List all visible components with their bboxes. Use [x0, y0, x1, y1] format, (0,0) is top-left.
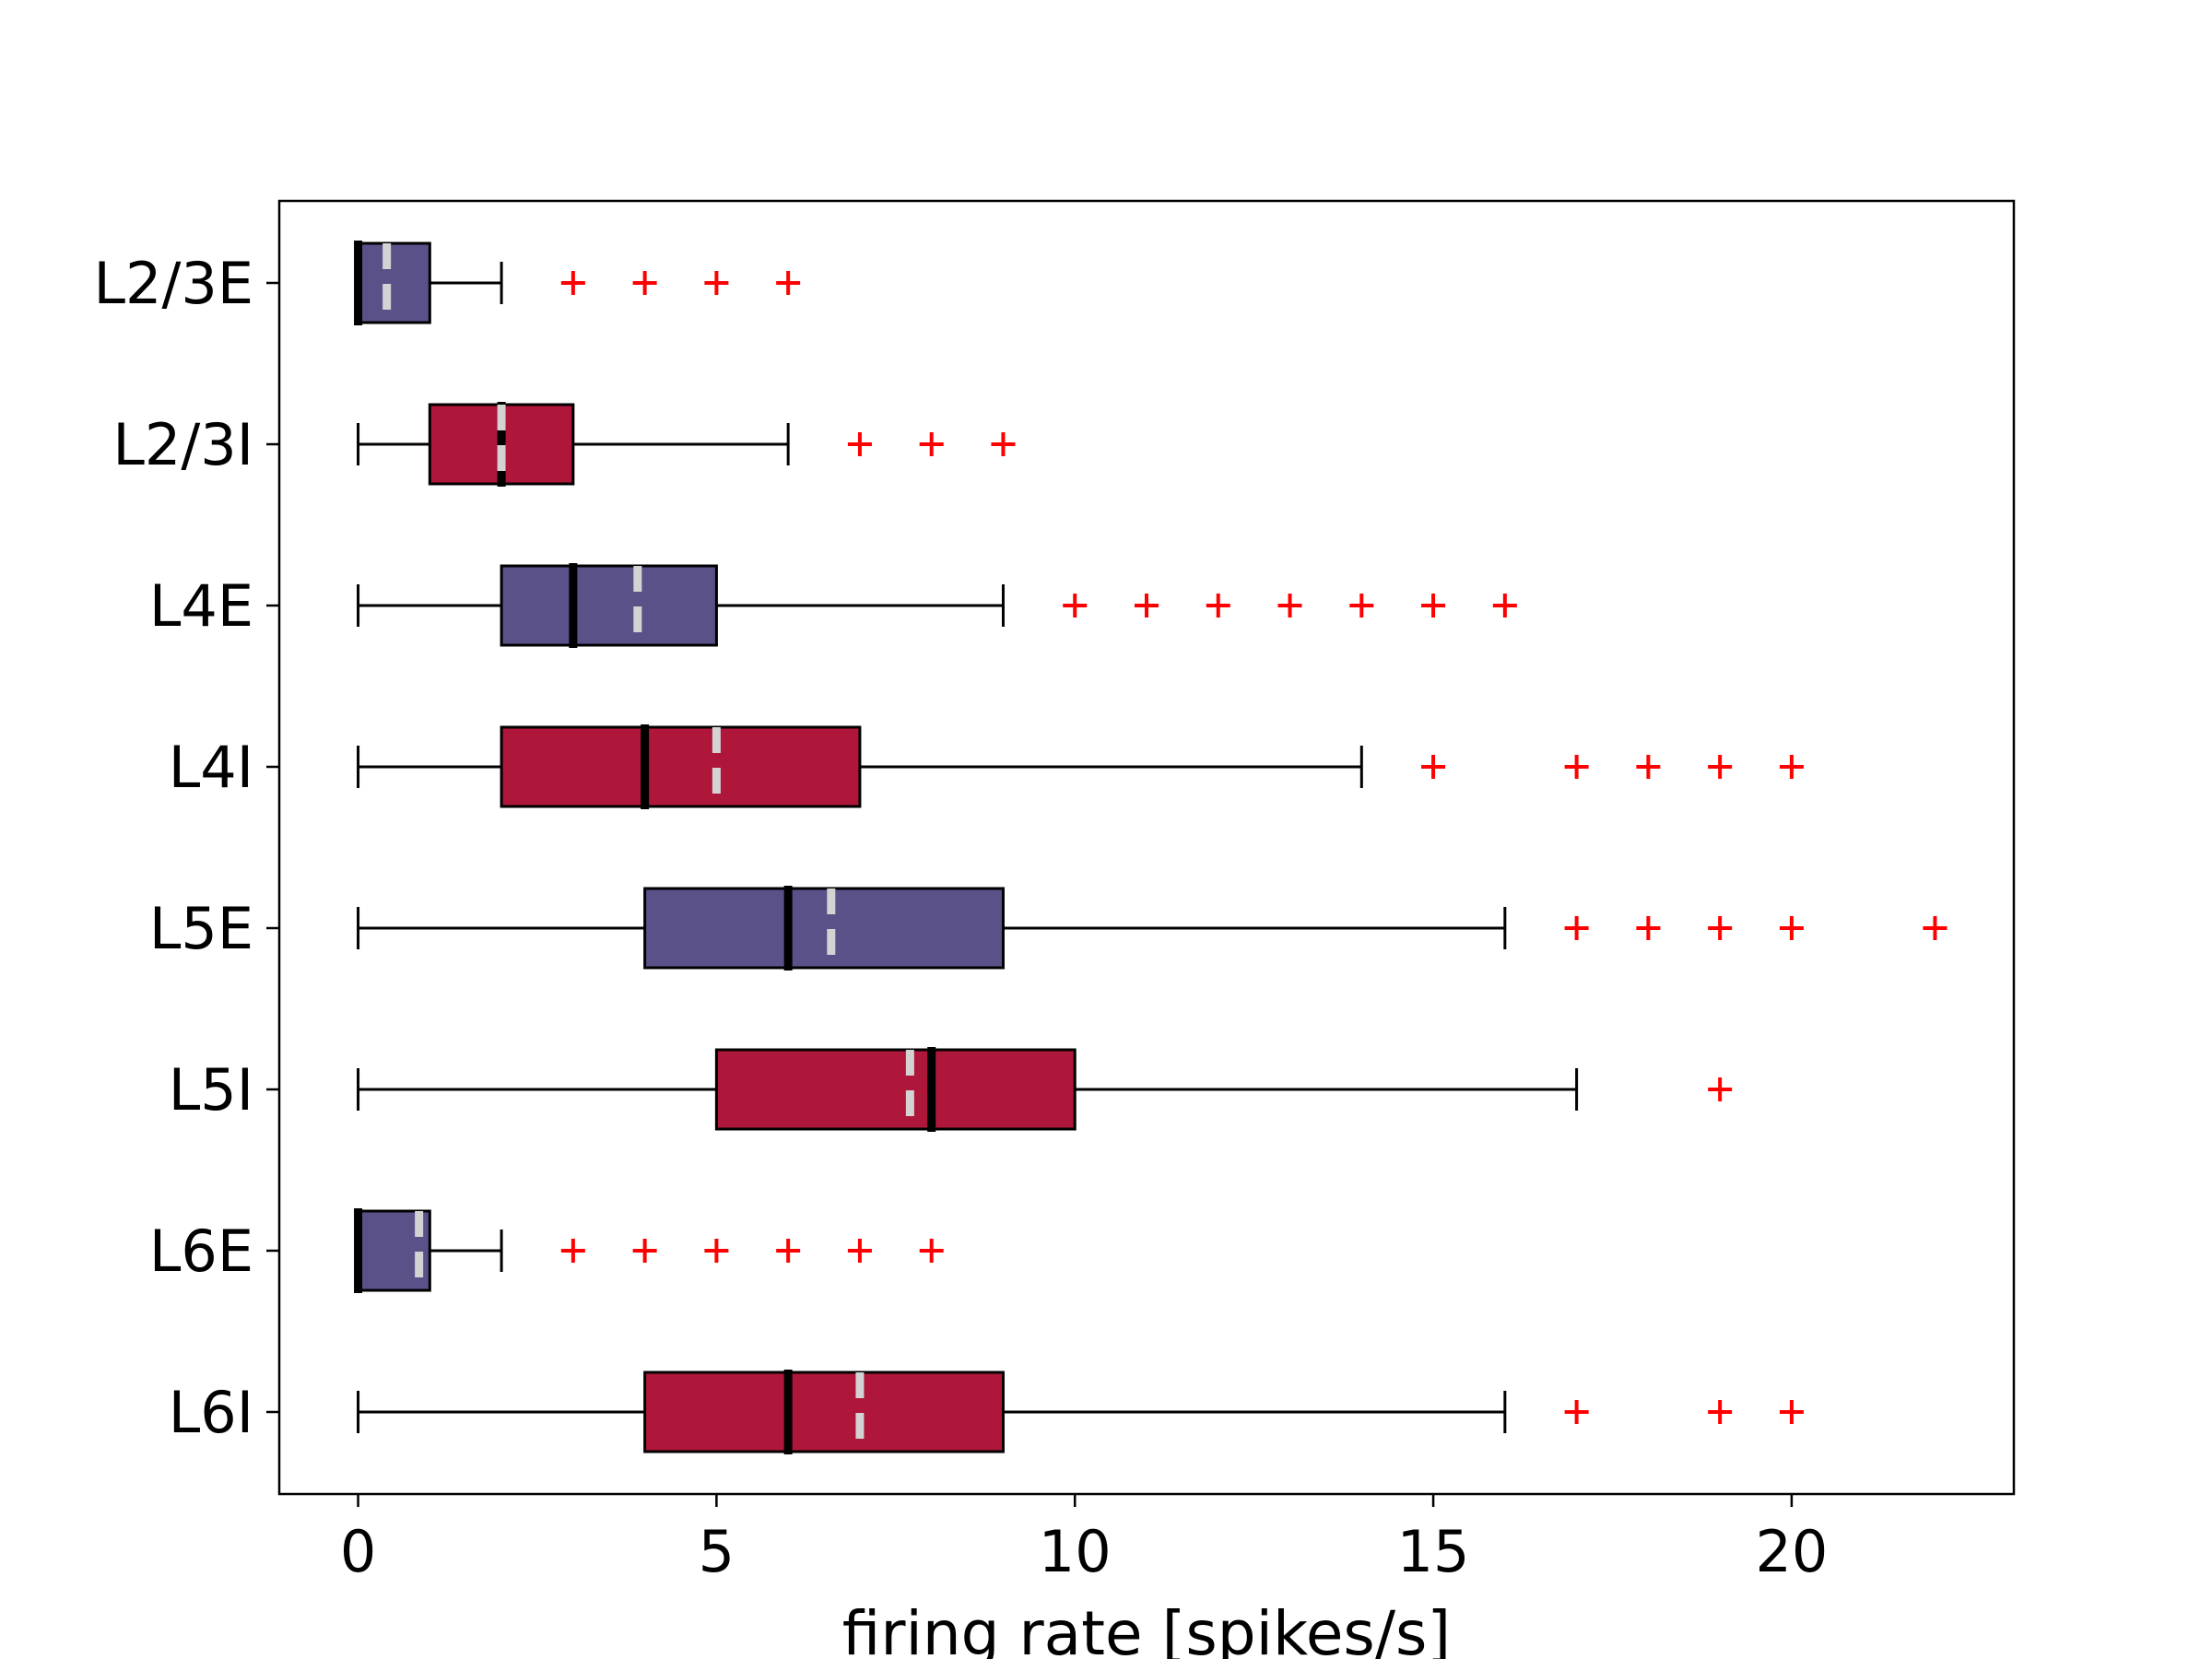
flier-marker [1708, 916, 1733, 940]
flier-marker [632, 1239, 657, 1263]
flier-marker [1779, 1400, 1804, 1424]
box-L2-3I [357, 402, 1016, 487]
flier-marker [1636, 755, 1661, 779]
plot-marks [354, 241, 1947, 1454]
flier-marker [1564, 916, 1589, 940]
flier-marker [847, 432, 872, 456]
flier-marker [1564, 755, 1589, 779]
flier-marker [1206, 594, 1230, 618]
flier-marker [1421, 755, 1446, 779]
flier-marker [847, 1239, 872, 1263]
flier-marker [1708, 1077, 1733, 1101]
y-tick-label: L6E [149, 1218, 253, 1285]
x-axis-label: firing rate [spikes/s] [842, 1598, 1451, 1659]
box-L5I [357, 1047, 1733, 1132]
flier-marker [1708, 755, 1733, 779]
axes-frame [277, 199, 2016, 1496]
flier-marker [991, 432, 1016, 456]
box-L4E [357, 563, 1517, 648]
y-tick-label: L6I [169, 1379, 253, 1446]
y-tick-label: L2/3I [112, 411, 253, 478]
flier-marker [1277, 594, 1302, 618]
flier-marker [1492, 594, 1517, 618]
box-L2-3E [354, 241, 801, 325]
box-iqr [643, 1371, 1005, 1453]
flier-marker [919, 432, 944, 456]
flier-marker [704, 1239, 729, 1263]
x-tick-label: 20 [1755, 1518, 1828, 1585]
y-tick-label: L4E [149, 572, 253, 640]
x-axis: 0 5 10 15 20 [340, 1494, 1828, 1585]
flier-marker [919, 1239, 944, 1263]
box-iqr [714, 1048, 1077, 1131]
flier-marker [1421, 594, 1446, 618]
flier-marker [1349, 594, 1374, 618]
y-tick-label: L4I [169, 734, 253, 801]
y-tick-label: L2/3E [94, 250, 254, 317]
flier-marker [1135, 594, 1159, 618]
flier-marker [560, 1239, 585, 1263]
box-iqr [357, 241, 431, 324]
flier-marker [776, 1239, 801, 1263]
box-L5E [357, 886, 1947, 971]
x-tick-label: 15 [1397, 1518, 1470, 1585]
flier-marker [1923, 916, 1947, 940]
flier-marker [1063, 594, 1088, 618]
flier-marker [632, 271, 657, 295]
y-tick-label: L5I [169, 1056, 253, 1124]
box-L6E [354, 1208, 944, 1293]
flier-marker [1708, 1400, 1733, 1424]
x-tick-label: 5 [699, 1518, 735, 1585]
flier-marker [776, 271, 801, 295]
flier-marker [1779, 755, 1804, 779]
x-tick-label: 0 [340, 1518, 376, 1585]
box-iqr [500, 564, 718, 647]
flier-marker [560, 271, 585, 295]
box-iqr [643, 887, 1005, 970]
flier-marker [704, 271, 729, 295]
box-L4I [357, 724, 1804, 809]
y-tick-label: L5E [149, 895, 253, 962]
flier-marker [1636, 916, 1661, 940]
flier-marker [1779, 916, 1804, 940]
y-axis: L2/3E L2/3I L4E L4I L5E L5I L6E L6I [94, 250, 279, 1446]
x-tick-label: 10 [1039, 1518, 1112, 1585]
flier-marker [1564, 1400, 1589, 1424]
box-L6I [357, 1370, 1804, 1454]
box-iqr [500, 725, 862, 808]
